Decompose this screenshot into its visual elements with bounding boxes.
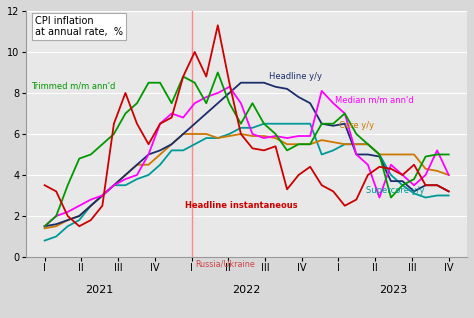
Text: Median m/m ann'd: Median m/m ann'd: [335, 95, 413, 104]
Text: Core y/y: Core y/y: [339, 121, 374, 130]
Text: Russia/Ukraine: Russia/Ukraine: [195, 259, 255, 268]
Text: 2022: 2022: [232, 285, 261, 295]
Text: Supercore y/y: Supercore y/y: [365, 186, 424, 195]
Text: Headline instantaneous: Headline instantaneous: [185, 201, 298, 210]
Text: Trimmed m/m ann'd: Trimmed m/m ann'd: [31, 81, 115, 91]
Text: 2023: 2023: [380, 285, 408, 295]
Text: CPI inflation
at annual rate,  %: CPI inflation at annual rate, %: [35, 16, 123, 38]
Text: Headline y/y: Headline y/y: [269, 72, 322, 81]
Text: 2021: 2021: [86, 285, 114, 295]
